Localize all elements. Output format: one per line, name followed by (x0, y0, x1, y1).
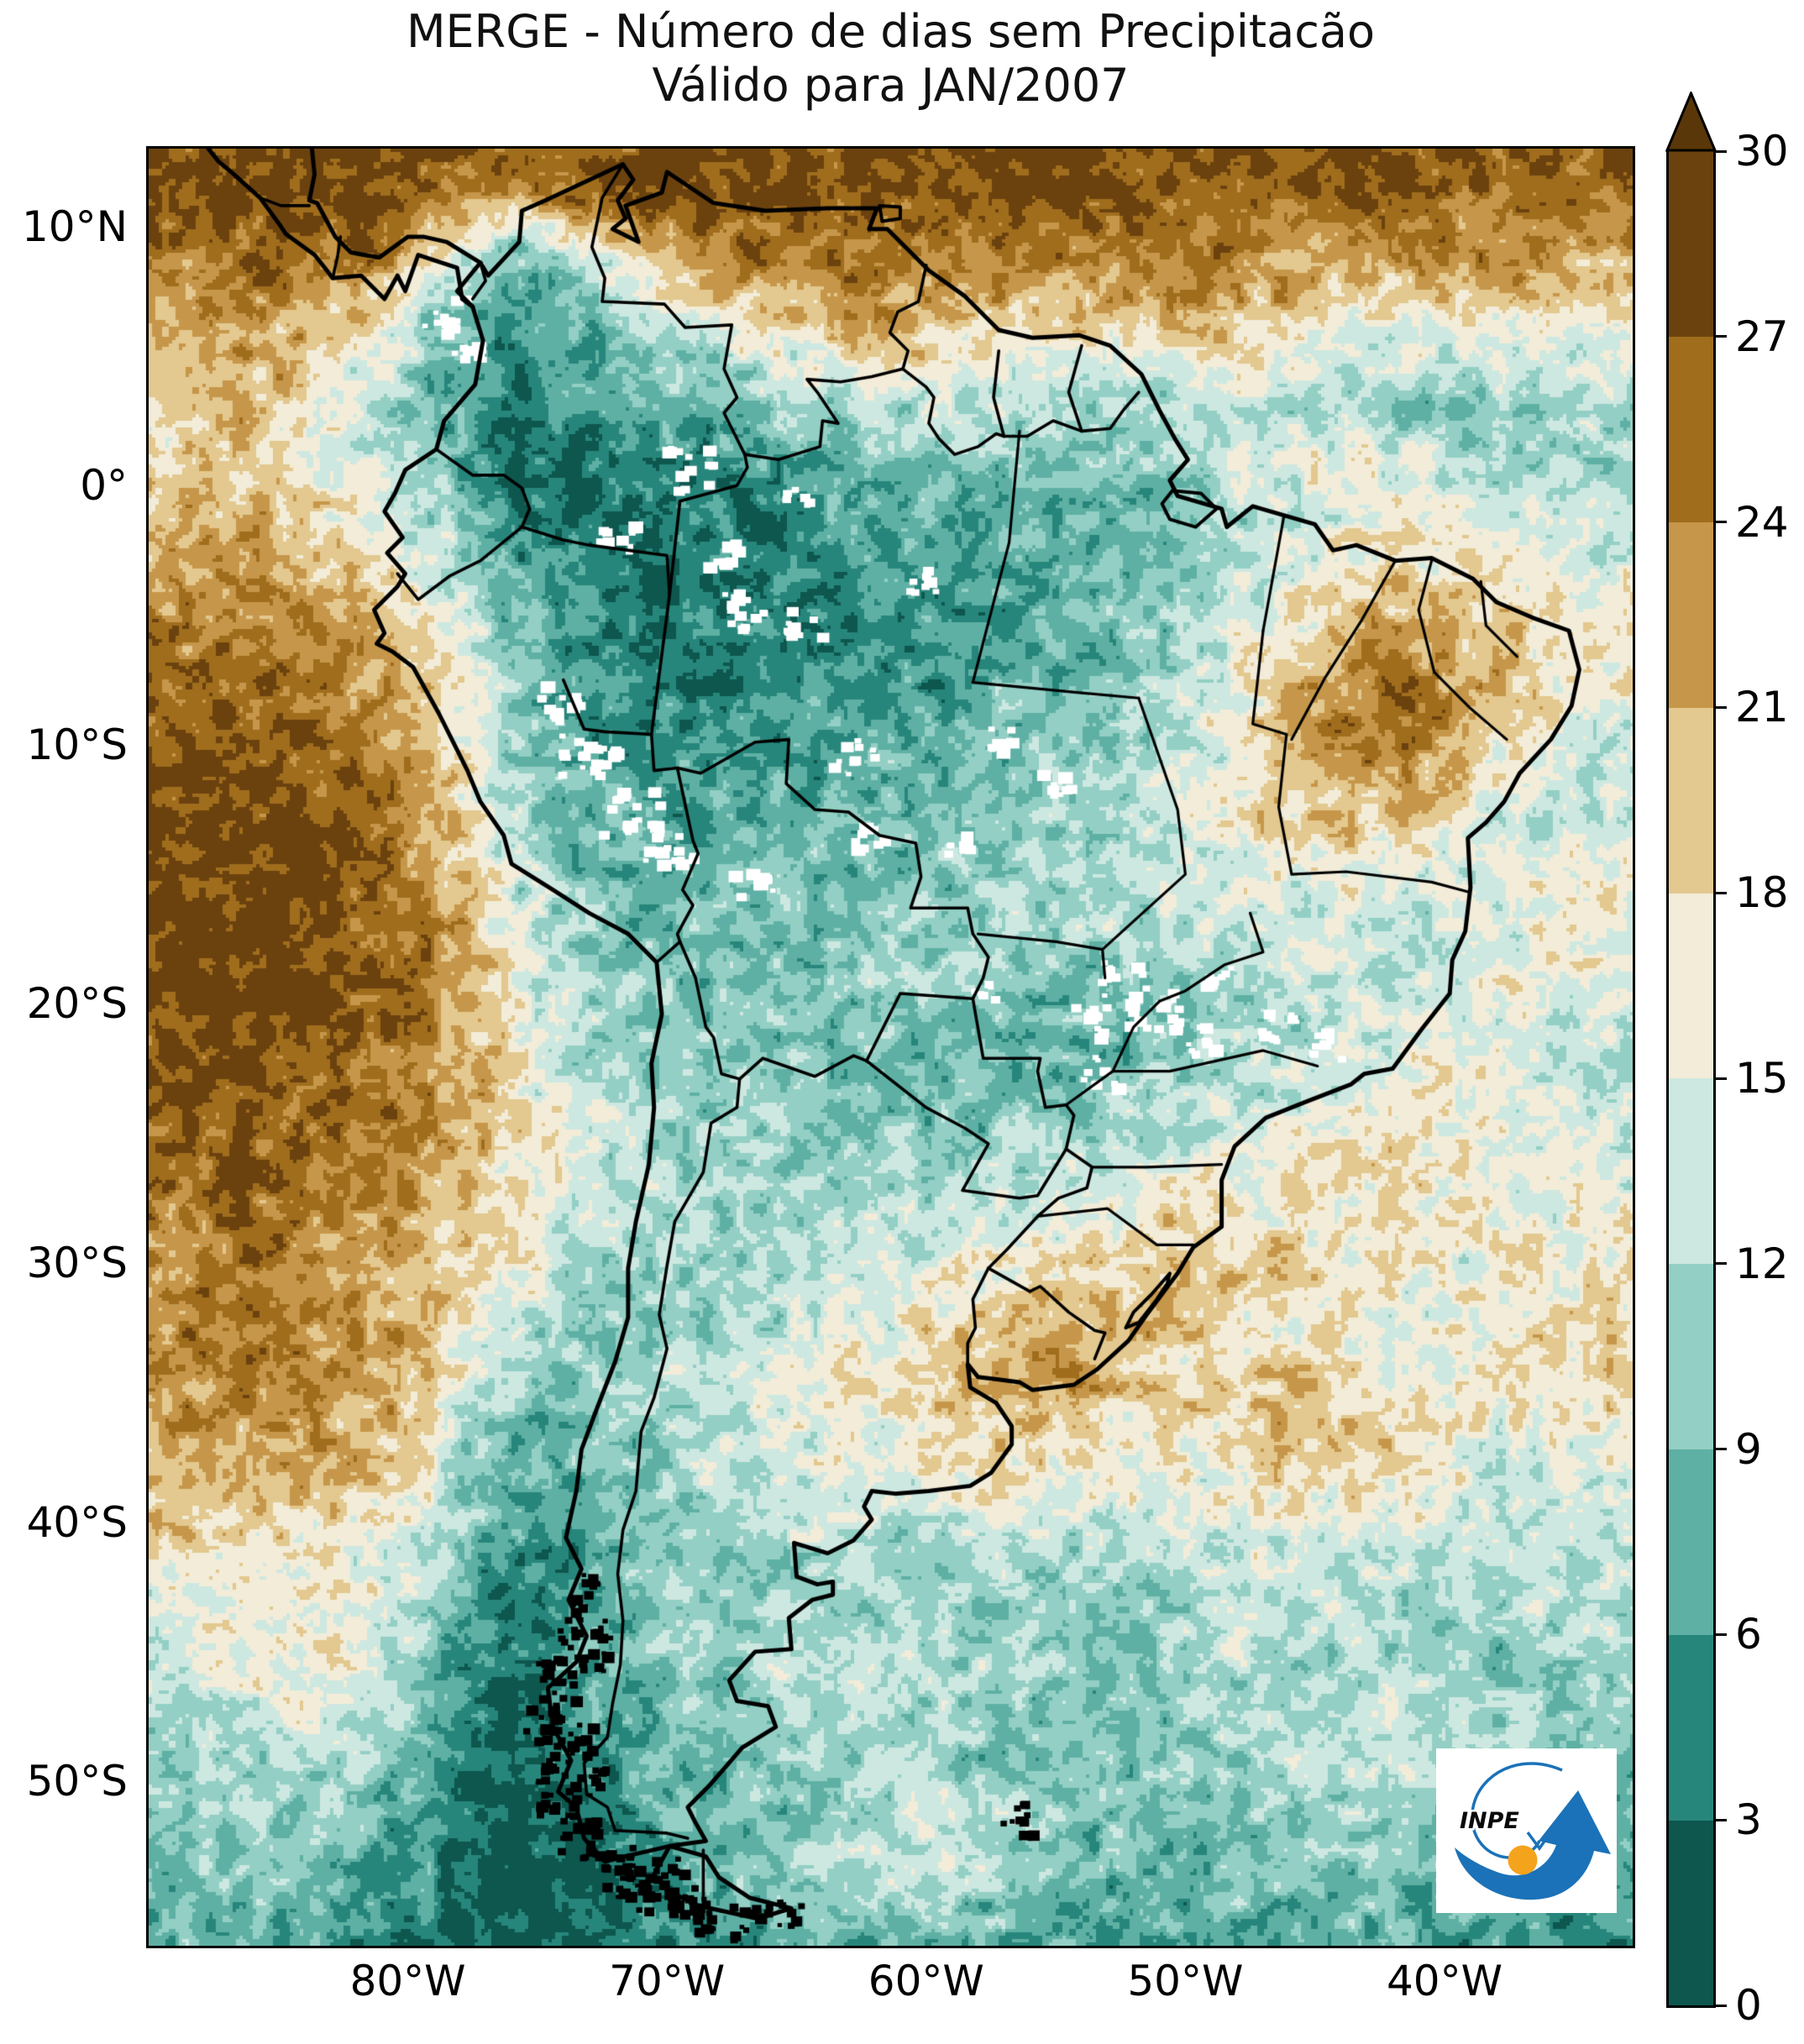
colorbar-tick (1713, 705, 1727, 709)
inpe-logo-graphic: INPE (1455, 1762, 1611, 1900)
title-line-1: MERGE - Número de dias sem Precipitacão (406, 5, 1376, 58)
lon-tick-label: 50°W (1127, 1957, 1244, 2005)
colorbar-tick (1713, 891, 1727, 894)
colorbar-segment (1669, 521, 1713, 708)
colorbar-tick-label: 3 (1735, 1795, 1762, 1845)
colorbar-tick-label: 6 (1735, 1610, 1762, 1659)
colorbar-tick-label: 30 (1735, 127, 1789, 176)
colorbar-tick-label: 0 (1735, 1981, 1762, 2030)
colorbar-segment (1669, 893, 1713, 1079)
lat-tick-label: 20°S (26, 979, 128, 1029)
logo-orange-ball-icon (1508, 1845, 1538, 1875)
colorbar-tick (1713, 1818, 1727, 1821)
colorbar-segment (1669, 1820, 1713, 2006)
lat-tick-label: 40°S (26, 1497, 128, 1547)
lat-tick-label: 0° (80, 461, 128, 511)
lat-tick-label: 50°S (26, 1757, 128, 1806)
colorbar-segment (1669, 1263, 1713, 1450)
colorbar-tick-label: 12 (1735, 1239, 1789, 1288)
lat-tick-label: 30°S (26, 1238, 128, 1287)
colorbar-tick (1713, 335, 1727, 338)
colorbar-tick (1713, 1448, 1727, 1451)
colorbar-segment (1669, 707, 1713, 894)
colorbar-segment (1669, 1449, 1713, 1635)
colorbar-tick (1713, 1633, 1727, 1636)
colorbar-tick (1713, 1077, 1727, 1080)
colorbar-segment (1669, 1078, 1713, 1265)
figure-title: MERGE - Número de dias sem Precipitacão … (149, 5, 1633, 113)
colorbar-tick (1713, 1262, 1727, 1266)
colorbar-overflow-arrow-icon (1665, 92, 1717, 152)
logo-text: INPE (1460, 1808, 1519, 1834)
colorbar-tick-label: 21 (1735, 683, 1789, 732)
lon-tick-label: 70°W (609, 1957, 726, 2005)
colorbar-segment (1669, 1634, 1713, 1821)
colorbar-tick-label: 9 (1735, 1424, 1762, 1474)
colorbar-tick-label: 18 (1735, 868, 1789, 918)
colorbar-segment (1669, 336, 1713, 523)
title-line-2: Válido para JAN/2007 (652, 59, 1130, 112)
colorbar-tick (1713, 2004, 1727, 2007)
precipitation-map (146, 146, 1635, 1948)
colorbar-tick-label: 24 (1735, 497, 1789, 547)
lat-tick-label: 10°N (21, 202, 128, 251)
colorbar-tick-label: 27 (1735, 312, 1789, 361)
inpe-logo: INPE (1436, 1748, 1617, 1913)
colorbar-tick (1713, 521, 1727, 524)
lat-tick-label: 10°S (26, 720, 128, 769)
lon-tick-label: 60°W (868, 1957, 984, 2005)
colorbar-segment (1669, 151, 1713, 338)
colorbar-tick (1713, 149, 1727, 153)
lon-tick-label: 80°W (349, 1957, 466, 2005)
colorbar-tick-label: 15 (1735, 1054, 1789, 1103)
logo-swoosh-arrow-icon (1455, 1790, 1611, 1900)
lon-tick-label: 40°W (1386, 1957, 1503, 2005)
